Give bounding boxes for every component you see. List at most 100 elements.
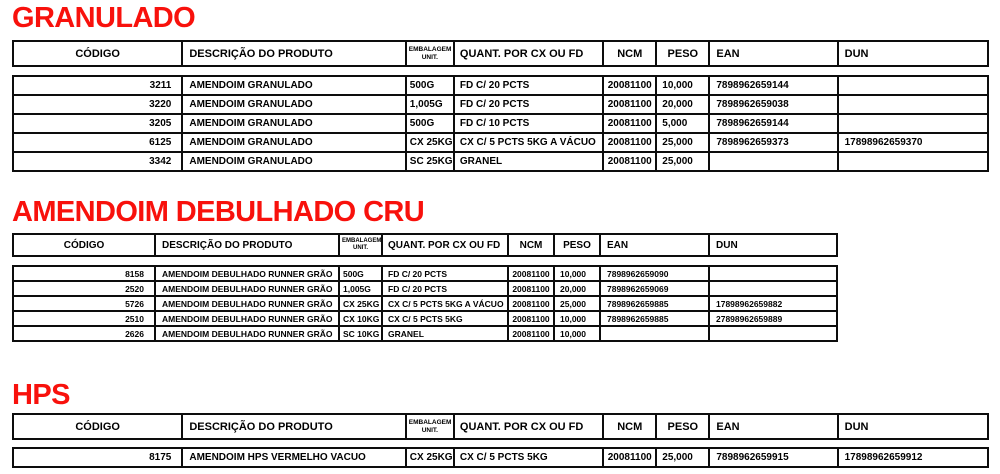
table-row: 8158 AMENDOIM DEBULHADO RUNNER GRÃO 500G FD… bbox=[12, 265, 838, 282]
cell-embalagem-unit: 500G bbox=[404, 75, 455, 96]
cell-codigo: 2520 bbox=[12, 280, 156, 297]
cell-codigo: 8175 bbox=[11, 447, 184, 468]
section-title-granulado: GRANULADO bbox=[12, 2, 196, 34]
debulhado-product-table: 8158 AMENDOIM DEBULHADO RUNNER GRÃO 500G FD… bbox=[12, 265, 838, 342]
cell-peso: 20,000 bbox=[553, 280, 601, 297]
cell-quant-por-cx-ou-fd: CX C/ 5 PCTS 5KG A VÁCUO bbox=[452, 132, 605, 153]
section-title-hps: HPS bbox=[12, 379, 70, 411]
cell-ncm: 20081100 bbox=[507, 310, 555, 327]
table-row: 3220 AMENDOIM GRANULADO 1,005G FD C/ 20 PCT… bbox=[11, 94, 990, 115]
cell-embalagem-unit: 1,005G bbox=[338, 280, 383, 297]
cell-peso: 10,000 bbox=[655, 75, 711, 96]
cell-ean: 7898962659885 bbox=[599, 295, 710, 312]
column-header-embalagem-unit: EMBALAGEM UNIT. bbox=[404, 40, 455, 67]
column-header-ncm: NCM bbox=[507, 233, 555, 257]
table-row: 8175 AMENDOIM HPS VERMELHO VACUO CX 25KG CX… bbox=[11, 447, 990, 468]
table-row: 2510 AMENDOIM DEBULHADO RUNNER GRÃO CX 10K… bbox=[12, 310, 838, 327]
cell-descricao-do-produto: AMENDOIM HPS VERMELHO VACUO bbox=[181, 447, 407, 468]
debulhado-header-table: CÓDIGO DESCRIÇÃO DO PRODUTO EMBALAGEM UNIT… bbox=[12, 233, 838, 257]
cell-ean: 7898962659915 bbox=[708, 447, 839, 468]
column-header-dun: DUN bbox=[836, 413, 990, 440]
cell-peso: 25,000 bbox=[655, 132, 711, 153]
column-header-dun: DUN bbox=[708, 233, 838, 257]
section-granulado: GRANULADO CÓDIGO DESCRIÇÃO DO PRODUTO EMBA… bbox=[11, 2, 990, 172]
cell-descricao-do-produto: AMENDOIM DEBULHADO RUNNER GRÃO bbox=[154, 280, 340, 297]
header-row: CÓDIGO DESCRIÇÃO DO PRODUTO EMBALAGEM UNIT… bbox=[11, 40, 990, 67]
cell-ncm: 20081100 bbox=[602, 94, 658, 115]
section-title-amendoim-debulhado-cru: AMENDOIM DEBULHADO CRU bbox=[12, 196, 425, 228]
cell-ean: 7898962659144 bbox=[708, 113, 839, 134]
section-amendoim-debulhado-cru: AMENDOIM DEBULHADO CRU CÓDIGO DESCRIÇÃO D… bbox=[12, 198, 838, 342]
column-header-peso: PESO bbox=[553, 233, 601, 257]
column-header-embalagem-unit: EMBALAGEM UNIT. bbox=[404, 413, 455, 440]
cell-embalagem-unit: SC 25KG bbox=[404, 151, 455, 172]
cell-ean: 7898962659373 bbox=[708, 132, 839, 153]
cell-codigo: 3205 bbox=[11, 113, 184, 134]
hps-header-table: CÓDIGO DESCRIÇÃO DO PRODUTO EMBALAGEM UNIT… bbox=[11, 413, 990, 440]
table-row: 2626 AMENDOIM DEBULHADO RUNNER GRÃO SC 10K… bbox=[12, 325, 838, 342]
cell-embalagem-unit: CX 25KG bbox=[404, 447, 455, 468]
cell-peso: 10,000 bbox=[553, 265, 601, 282]
cell-quant-por-cx-ou-fd: FD C/ 10 PCTS bbox=[452, 113, 605, 134]
cell-codigo: 8158 bbox=[12, 265, 156, 282]
cell-quant-por-cx-ou-fd: FD C/ 20 PCTS bbox=[452, 75, 605, 96]
cell-ean bbox=[599, 325, 710, 342]
granulado-product-table: 3211 AMENDOIM GRANULADO 500G FD C/ 20 PCTS 2… bbox=[11, 75, 990, 172]
cell-codigo: 3211 bbox=[11, 75, 184, 96]
cell-ncm: 20081100 bbox=[507, 265, 555, 282]
cell-embalagem-unit: 1,005G bbox=[404, 94, 455, 115]
cell-embalagem-unit: CX 25KG bbox=[338, 295, 383, 312]
cell-quant-por-cx-ou-fd: CX C/ 5 PCTS 5KG A VÁCUO bbox=[381, 295, 509, 312]
cell-dun bbox=[836, 151, 990, 172]
cell-descricao-do-produto: AMENDOIM DEBULHADO RUNNER GRÃO bbox=[154, 310, 340, 327]
cell-ean: 7898962659069 bbox=[599, 280, 710, 297]
column-header-peso: PESO bbox=[655, 413, 711, 440]
cell-peso: 10,000 bbox=[553, 325, 601, 342]
cell-quant-por-cx-ou-fd: CX C/ 5 PCTS 5KG bbox=[452, 447, 605, 468]
cell-embalagem-unit: CX 25KG bbox=[404, 132, 455, 153]
cell-ncm: 20081100 bbox=[602, 447, 658, 468]
column-header-quant-por-cx-ou-fd: QUANT. POR CX OU FD bbox=[381, 233, 509, 257]
cell-dun bbox=[708, 325, 838, 342]
cell-codigo: 3342 bbox=[11, 151, 184, 172]
column-header-quant-por-cx-ou-fd: QUANT. POR CX OU FD bbox=[452, 413, 605, 440]
table-row: 3211 AMENDOIM GRANULADO 500G FD C/ 20 PCTS 2… bbox=[11, 75, 990, 96]
cell-quant-por-cx-ou-fd: GRANEL bbox=[381, 325, 509, 342]
column-header-descricao-do-produto: DESCRIÇÃO DO PRODUTO bbox=[181, 413, 407, 440]
cell-peso: 20,000 bbox=[655, 94, 711, 115]
cell-ean: 7898962659038 bbox=[708, 94, 839, 115]
cell-ncm: 20081100 bbox=[507, 325, 555, 342]
cell-dun bbox=[836, 75, 990, 96]
cell-quant-por-cx-ou-fd: GRANEL bbox=[452, 151, 605, 172]
cell-codigo: 2510 bbox=[12, 310, 156, 327]
header-row: CÓDIGO DESCRIÇÃO DO PRODUTO EMBALAGEM UNIT… bbox=[11, 413, 990, 440]
cell-dun: 17898962659370 bbox=[836, 132, 990, 153]
cell-embalagem-unit: SC 10KG bbox=[338, 325, 383, 342]
cell-descricao-do-produto: AMENDOIM DEBULHADO RUNNER GRÃO bbox=[154, 295, 340, 312]
cell-quant-por-cx-ou-fd: FD C/ 20 PCTS bbox=[381, 280, 509, 297]
table-row: 6125 AMENDOIM GRANULADO CX 25KG CX C/ 5 PCT… bbox=[11, 132, 990, 153]
column-header-codigo: CÓDIGO bbox=[11, 40, 184, 67]
cell-embalagem-unit: 500G bbox=[338, 265, 383, 282]
cell-ncm: 20081100 bbox=[602, 132, 658, 153]
cell-ncm: 20081100 bbox=[507, 280, 555, 297]
column-header-ean: EAN bbox=[708, 40, 839, 67]
cell-dun bbox=[708, 280, 838, 297]
cell-ean: 7898962659144 bbox=[708, 75, 839, 96]
cell-descricao-do-produto: AMENDOIM DEBULHADO RUNNER GRÃO bbox=[154, 265, 340, 282]
cell-codigo: 3220 bbox=[11, 94, 184, 115]
column-header-ncm: NCM bbox=[602, 40, 658, 67]
cell-ean: 7898962659885 bbox=[599, 310, 710, 327]
column-header-ncm: NCM bbox=[602, 413, 658, 440]
cell-codigo: 2626 bbox=[12, 325, 156, 342]
cell-embalagem-unit: 500G bbox=[404, 113, 455, 134]
cell-dun: 17898962659912 bbox=[836, 447, 990, 468]
cell-dun: 17898962659882 bbox=[708, 295, 838, 312]
granulado-header-table: CÓDIGO DESCRIÇÃO DO PRODUTO EMBALAGEM UNIT… bbox=[11, 40, 990, 67]
cell-codigo: 6125 bbox=[11, 132, 184, 153]
cell-descricao-do-produto: AMENDOIM GRANULADO bbox=[181, 75, 407, 96]
cell-descricao-do-produto: AMENDOIM GRANULADO bbox=[181, 132, 407, 153]
section-hps: HPS CÓDIGO DESCRIÇÃO DO PRODUTO EMBALAGEM … bbox=[11, 379, 990, 468]
cell-peso: 25,000 bbox=[655, 151, 711, 172]
cell-dun bbox=[708, 265, 838, 282]
